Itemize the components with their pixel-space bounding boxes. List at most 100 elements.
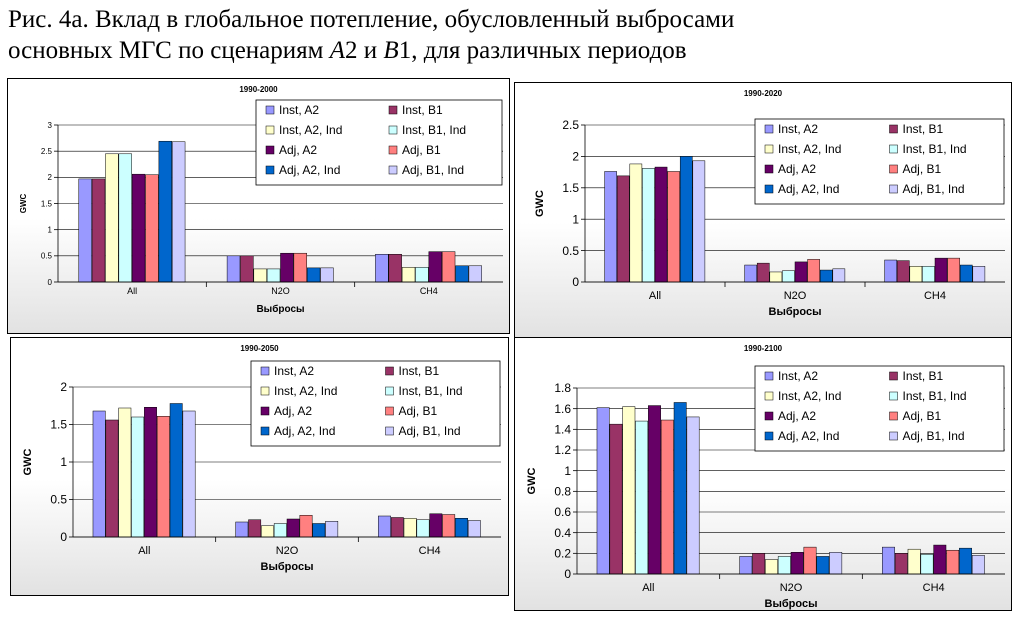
legend-label: Inst, A2, Ind	[279, 123, 342, 137]
figure-title: Рис. 4а. Вклад в глобальное потепление, …	[8, 4, 1018, 66]
legend-box	[754, 118, 1005, 205]
scenario-a-number: 2	[345, 37, 358, 64]
bar	[145, 174, 159, 283]
x-tick-label: All	[642, 582, 654, 594]
bar	[235, 521, 249, 538]
bar	[416, 519, 430, 538]
y-tick-label: 2	[572, 150, 579, 164]
legend-label: Adj, A2, Ind	[274, 424, 335, 438]
bar	[378, 515, 391, 538]
bar	[959, 264, 973, 283]
chart-title: 1990-2100	[744, 344, 783, 353]
bar	[390, 517, 404, 538]
legend-label: Adj, A2, Ind	[778, 429, 839, 443]
x-tick-label: CH4	[923, 582, 945, 594]
legend-swatch	[385, 426, 394, 436]
bar	[752, 553, 766, 575]
chart-1990-2020: 1990-2020 0 0.5 1 1.5 2 2.5 GWC All N2O CH4 Выбросы…	[534, 89, 1005, 318]
legend-swatch	[764, 411, 774, 421]
legend-swatch	[889, 411, 898, 421]
y-tick-label: 3	[48, 121, 53, 130]
y-tick-label: 1.2	[554, 443, 571, 457]
bar	[596, 407, 610, 575]
bar	[790, 552, 804, 575]
legend-label: Adj, B1	[399, 404, 438, 418]
figure-title-line-1: Рис. 4а. Вклад в глобальное потепление, …	[8, 6, 735, 33]
bar	[131, 416, 145, 538]
legend-swatch	[388, 145, 398, 155]
chart-panel-1990-2000: 1990-2000 0 0.5 1 1.5 2 2.5 3 GWC All N2O CH4 Выброс…	[7, 78, 510, 334]
bar	[765, 559, 778, 575]
legend-label: Adj, B1, Ind	[903, 429, 965, 443]
x-axis-label: Выбросы	[765, 598, 818, 610]
bar	[118, 407, 132, 538]
bar	[971, 555, 985, 575]
legend-swatch	[889, 184, 898, 194]
chart-panel-1990-2100: 1990-2100 0 0.2 0.4 0.6 0.8 1 1.2 1.4 1.6 1.8 GWC Al…	[514, 337, 1012, 611]
legend-swatch	[265, 105, 275, 115]
bar	[934, 257, 948, 283]
bar	[692, 160, 706, 283]
bar	[441, 251, 456, 283]
bar	[403, 518, 417, 538]
y-tick-label: 1	[60, 455, 67, 469]
bar	[832, 268, 846, 283]
bar	[415, 267, 429, 283]
legend-label: Inst, A2, Ind	[274, 384, 337, 398]
bar	[118, 153, 132, 283]
legend-label: Inst, B1	[399, 364, 440, 378]
bar	[105, 153, 119, 283]
bar	[947, 257, 960, 283]
bar	[171, 141, 186, 283]
legend-label: Inst, B1	[903, 369, 944, 383]
legend-label: Adj, B1, Ind	[903, 182, 965, 196]
bar	[642, 168, 655, 283]
x-tick-label: CH4	[924, 290, 946, 302]
bar	[622, 406, 636, 575]
y-tick-label: 1	[572, 212, 579, 226]
bar	[629, 163, 643, 283]
bar	[144, 407, 157, 538]
bar	[829, 552, 843, 575]
y-axis-label: GWC	[526, 468, 538, 495]
bar	[679, 156, 693, 283]
y-tick-label: 1.8	[554, 381, 571, 395]
y-tick-label: 0.8	[554, 485, 571, 499]
bar	[654, 166, 668, 283]
bar	[467, 520, 481, 538]
bar	[455, 518, 468, 538]
legend-swatch	[385, 386, 394, 396]
bar	[320, 267, 334, 283]
y-tick-label: 1.5	[50, 418, 67, 432]
chart-1990-2050: 1990-2050 0 0.5 1 1.5 2 GWC All N2O CH4 Выбросы Ins…	[22, 344, 501, 573]
y-tick-label: 0.2	[554, 547, 571, 561]
y-tick-label: 1	[564, 464, 571, 478]
bar	[169, 403, 183, 538]
bar	[756, 262, 770, 283]
legend-swatch	[764, 371, 774, 381]
bar	[777, 556, 791, 575]
legend-label: Inst, A2	[274, 364, 314, 378]
legend-label: Adj, A2	[279, 143, 317, 157]
bar	[648, 405, 661, 575]
x-tick-label: All	[127, 286, 137, 296]
bar	[744, 264, 757, 283]
x-axis-label: Выбросы	[261, 561, 314, 573]
legend-label: Adj, B1, Ind	[399, 424, 461, 438]
legend-label: Adj, A2, Ind	[279, 163, 340, 177]
scenario-a-letter: A	[329, 37, 346, 64]
legend-swatch	[764, 164, 774, 174]
legend-swatch	[388, 165, 398, 175]
x-tick-label: CH4	[420, 286, 438, 296]
bar	[882, 546, 895, 575]
legend-swatch	[265, 165, 275, 175]
legend-swatch	[889, 164, 898, 174]
chart-1990-2100: 1990-2100 0 0.2 0.4 0.6 0.8 1 1.2 1.4 1.6 1.8 GWC Al…	[526, 344, 1005, 610]
bar	[896, 260, 910, 283]
bar	[635, 420, 649, 575]
legend-swatch	[764, 144, 774, 154]
bar	[182, 410, 196, 538]
legend-label: Inst, A2, Ind	[778, 389, 841, 403]
bar	[253, 268, 267, 283]
bar	[667, 171, 680, 283]
